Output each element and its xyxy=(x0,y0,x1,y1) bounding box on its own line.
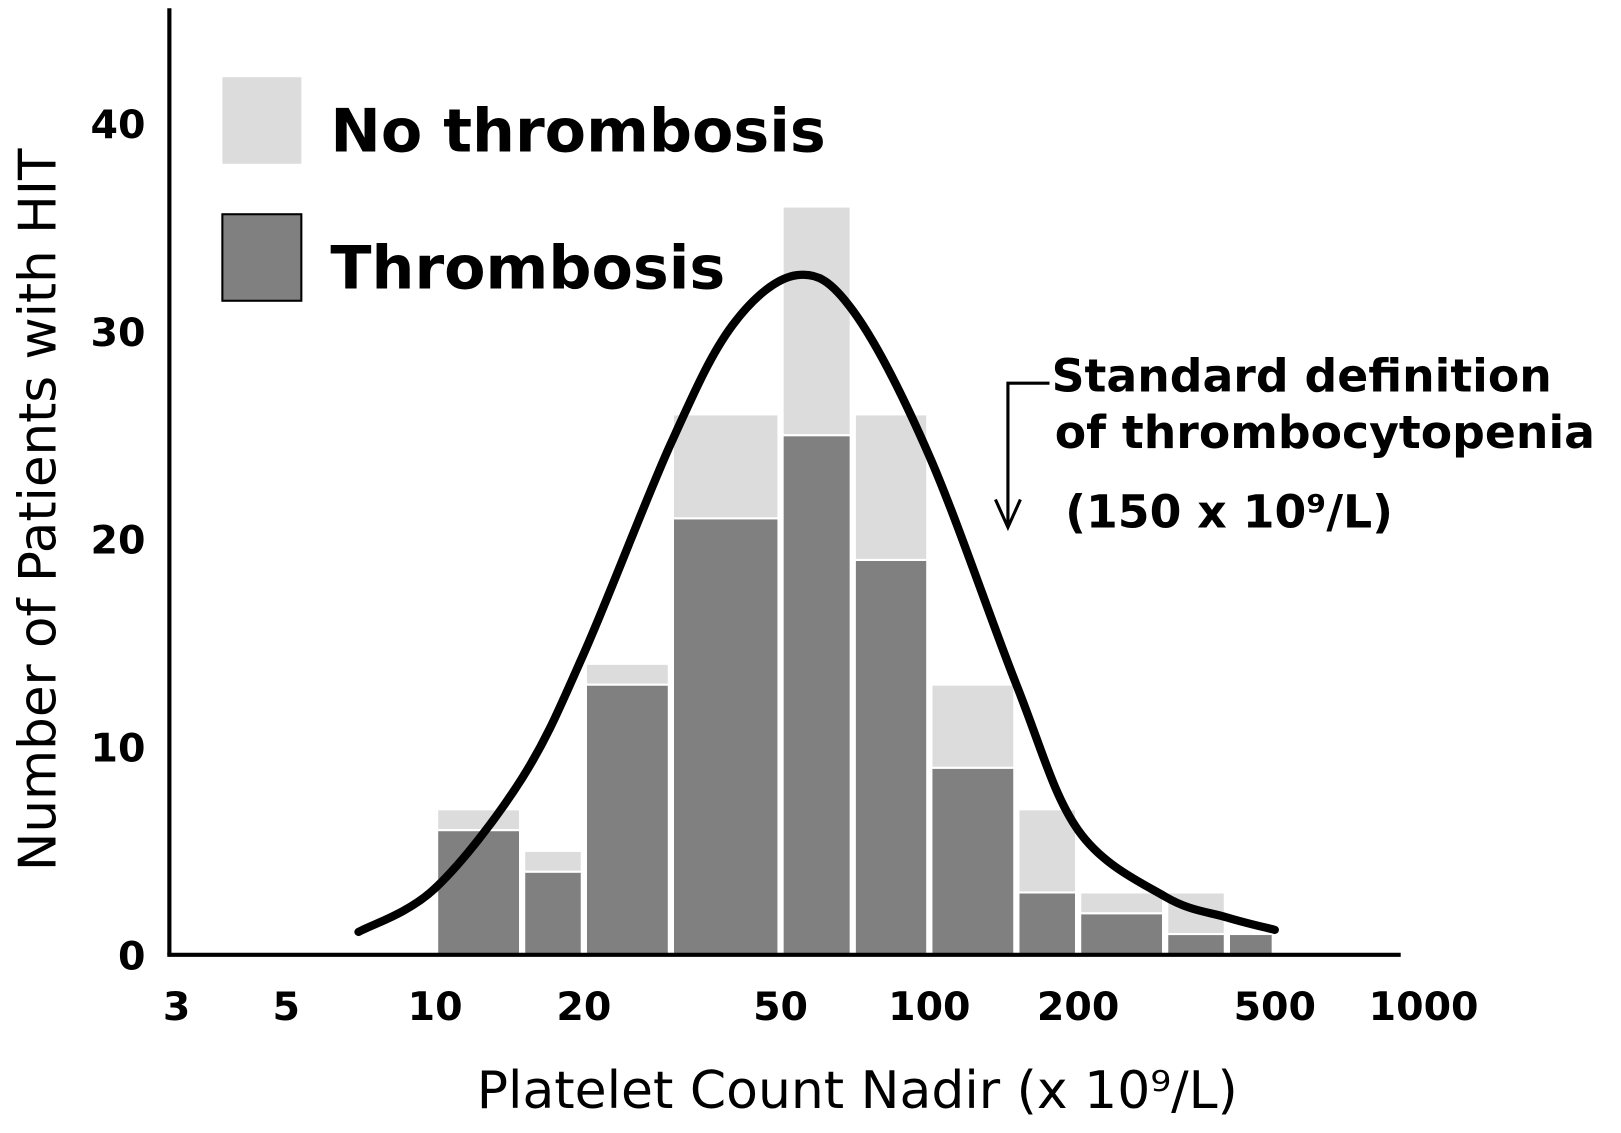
bar-segment xyxy=(1017,808,1078,894)
bar-segment xyxy=(1227,932,1274,956)
x-axis-title: Platelet Count Nadir (x 10⁹/L) xyxy=(477,1061,1238,1121)
x-tick-label: 50 xyxy=(753,985,808,1030)
bar-segment xyxy=(584,683,670,956)
x-tick-label: 200 xyxy=(1037,985,1119,1030)
x-tick-label: 100 xyxy=(888,985,970,1030)
x-tick-label: 500 xyxy=(1234,985,1316,1030)
bar-segment xyxy=(671,517,780,956)
y-tick-label: 20 xyxy=(91,519,146,564)
x-tick-label: 1000 xyxy=(1369,985,1479,1030)
bar-segment xyxy=(436,829,522,956)
annotation-arrow xyxy=(994,381,1050,532)
bar-segment xyxy=(1079,891,1165,915)
bar-segment xyxy=(523,870,583,956)
fit-curve xyxy=(354,270,1279,937)
y-tick-label: 40 xyxy=(91,103,146,148)
bar-segment xyxy=(781,205,852,437)
x-tick-label: 20 xyxy=(556,985,611,1030)
bar-segment xyxy=(853,558,929,956)
x-tick-label: 5 xyxy=(273,985,300,1030)
legend-swatch xyxy=(221,213,303,302)
x-tick-label: 3 xyxy=(163,985,190,1030)
bar-segment xyxy=(671,413,780,520)
bar-segment xyxy=(781,434,852,956)
y-axis-title: Number of Patients with HIT xyxy=(8,148,68,871)
legend-label: No thrombosis xyxy=(330,97,825,167)
bar-segment xyxy=(930,683,1016,769)
bar-segment xyxy=(584,662,670,686)
y-tick-label: 30 xyxy=(91,311,146,356)
bar-segment xyxy=(523,849,583,873)
annotation: of thrombocytopenia xyxy=(1055,406,1595,459)
bar-segment xyxy=(1017,891,1078,956)
bars xyxy=(436,205,1274,956)
y-tick-label: 10 xyxy=(91,727,146,772)
bar-segment xyxy=(436,808,522,832)
bar-segment xyxy=(1079,912,1165,956)
legend-swatch xyxy=(222,77,302,164)
bar-segment xyxy=(930,766,1016,956)
annotation: (150 x 10⁹/L) xyxy=(1065,486,1393,539)
annotation: Standard definition xyxy=(1052,350,1552,403)
bar-segment xyxy=(853,413,929,561)
y-tick-label: 0 xyxy=(118,935,145,980)
legend-label: Thrombosis xyxy=(330,234,725,304)
bar-segment xyxy=(1166,932,1226,956)
x-tick-label: 10 xyxy=(408,985,463,1030)
